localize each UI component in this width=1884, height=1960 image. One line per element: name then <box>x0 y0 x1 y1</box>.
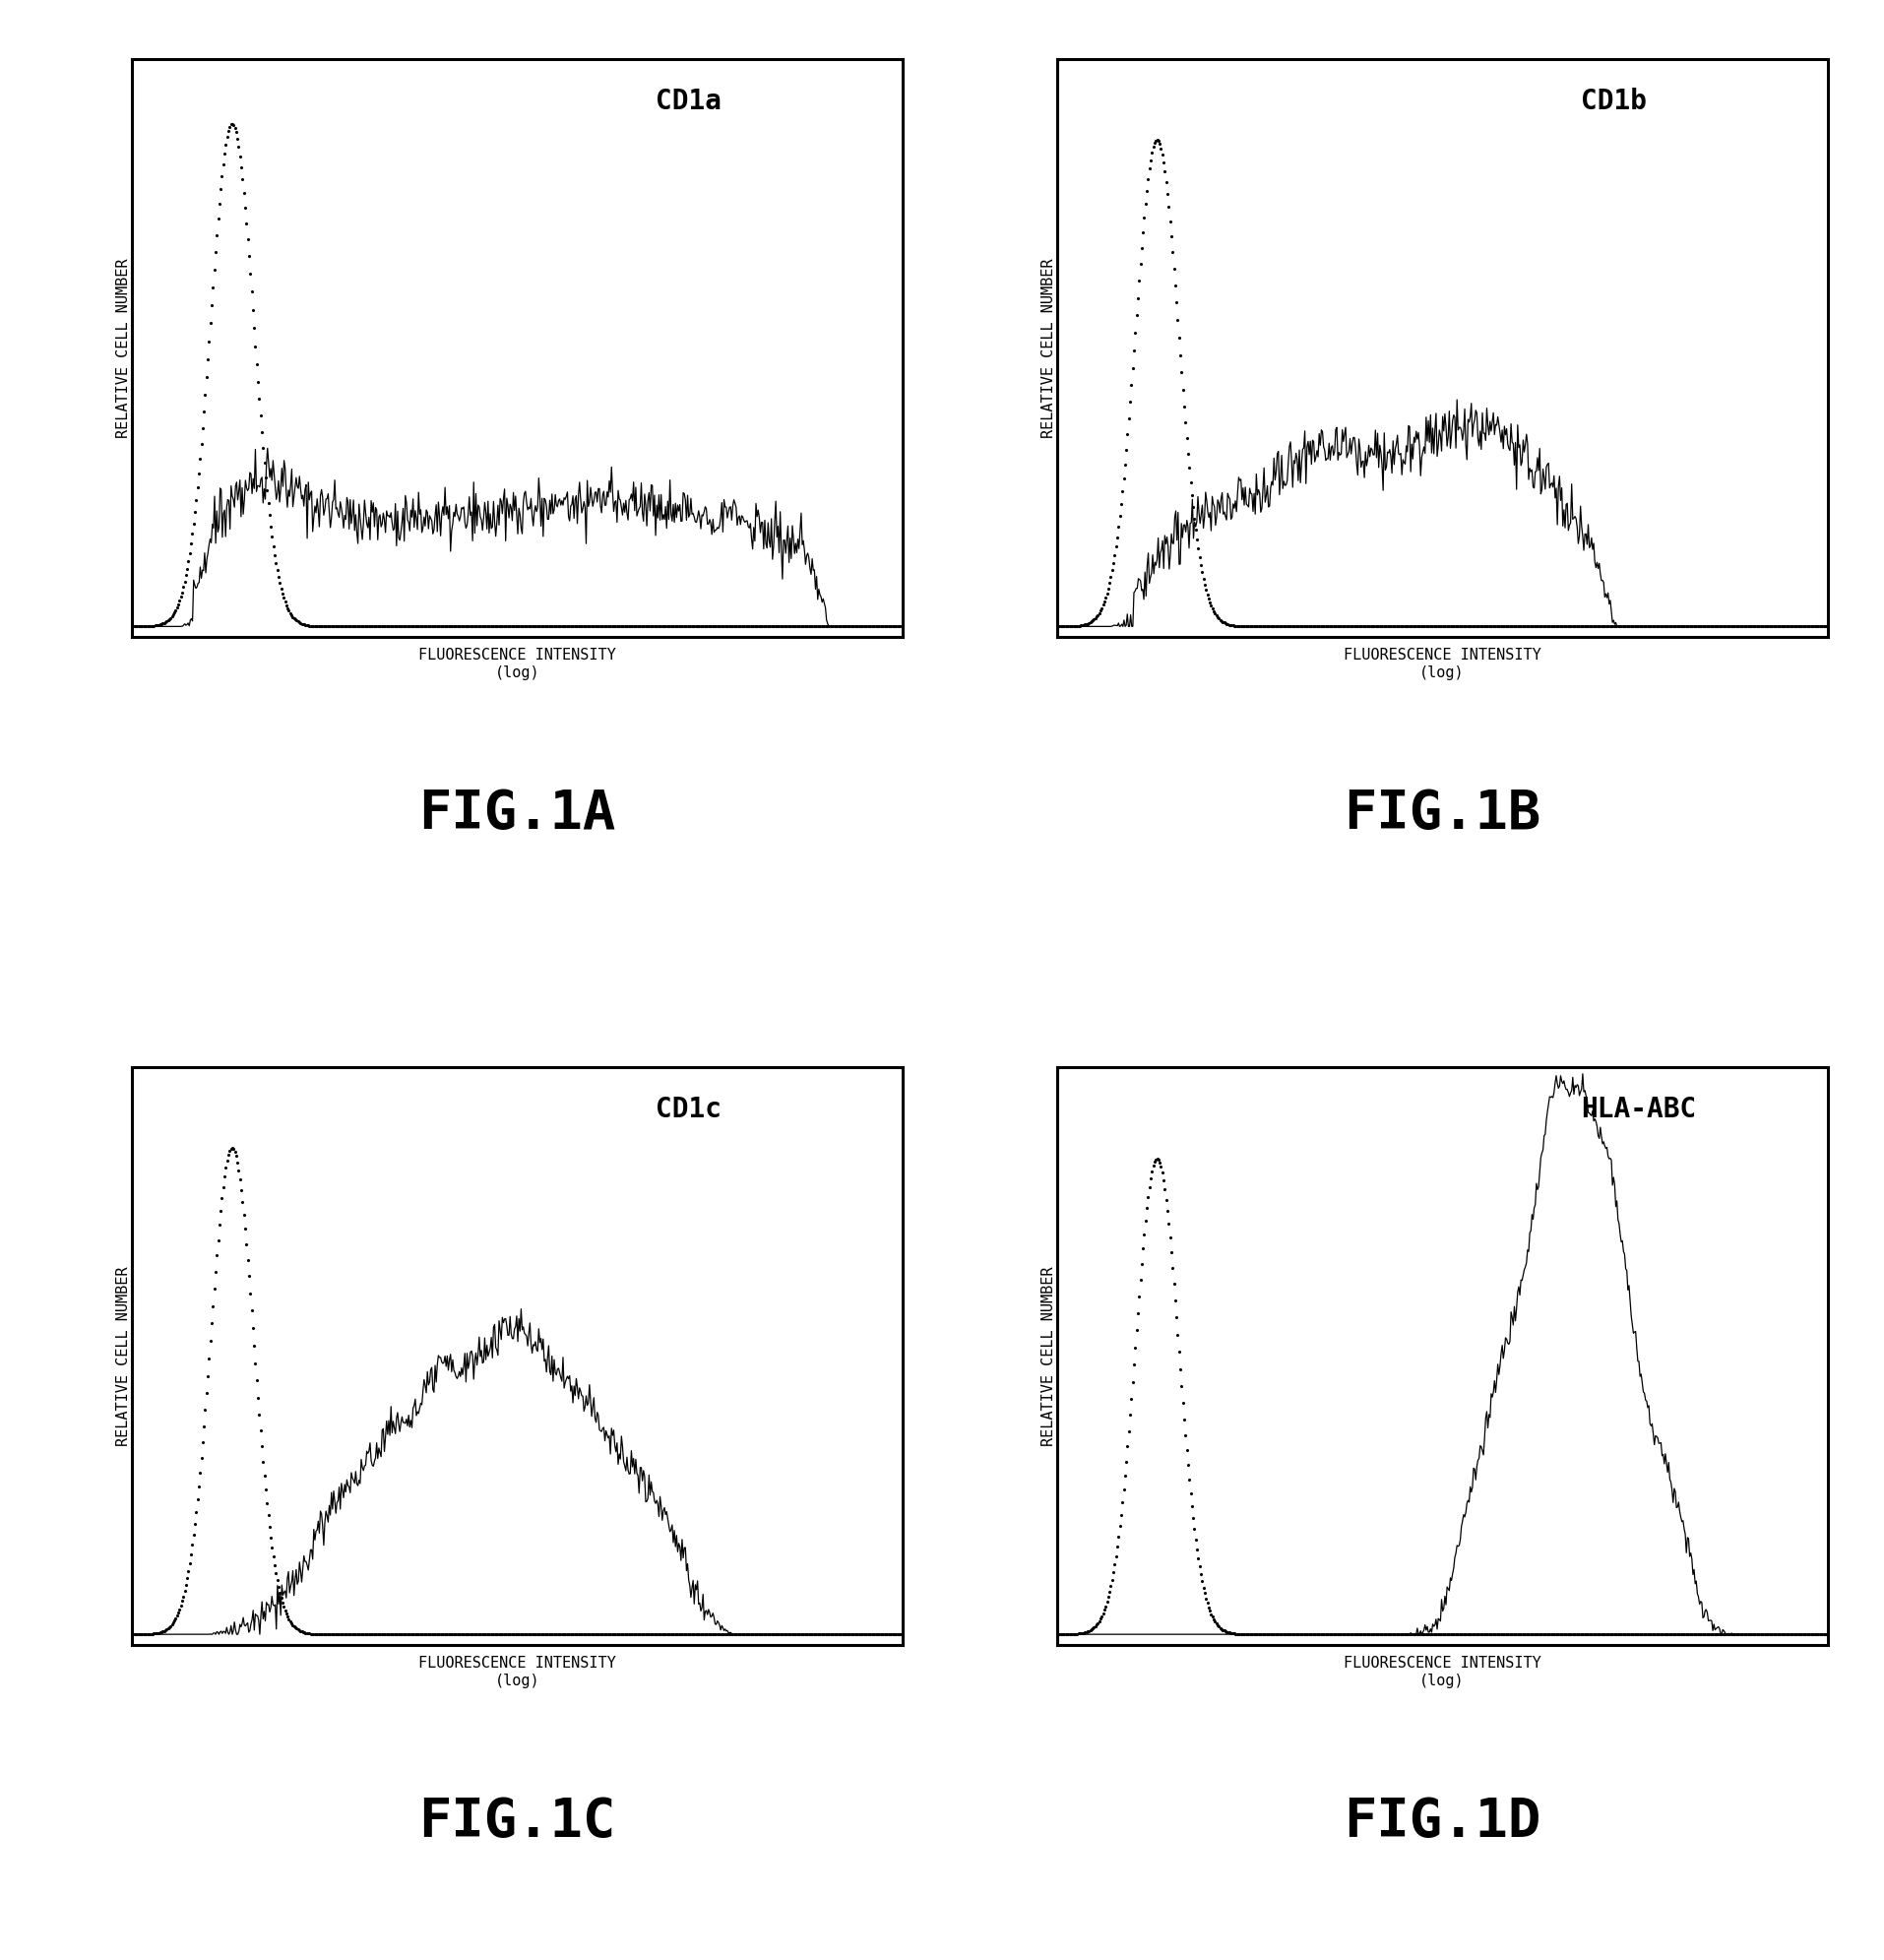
X-axis label: FLUORESCENCE INTENSITY
(log): FLUORESCENCE INTENSITY (log) <box>1343 1656 1541 1688</box>
Text: HLA-ABC: HLA-ABC <box>1581 1096 1696 1123</box>
Text: CD1c: CD1c <box>656 1096 722 1123</box>
Y-axis label: RELATIVE CELL NUMBER: RELATIVE CELL NUMBER <box>1042 259 1055 437</box>
Y-axis label: RELATIVE CELL NUMBER: RELATIVE CELL NUMBER <box>117 1266 132 1446</box>
Y-axis label: RELATIVE CELL NUMBER: RELATIVE CELL NUMBER <box>1042 1266 1055 1446</box>
Text: FIG.1D: FIG.1D <box>1343 1795 1541 1848</box>
X-axis label: FLUORESCENCE INTENSITY
(log): FLUORESCENCE INTENSITY (log) <box>418 649 616 680</box>
Text: CD1a: CD1a <box>656 88 722 116</box>
Y-axis label: RELATIVE CELL NUMBER: RELATIVE CELL NUMBER <box>117 259 132 437</box>
Text: CD1b: CD1b <box>1581 88 1647 116</box>
Text: FIG.1A: FIG.1A <box>418 788 616 839</box>
Text: FIG.1C: FIG.1C <box>418 1795 616 1848</box>
X-axis label: FLUORESCENCE INTENSITY
(log): FLUORESCENCE INTENSITY (log) <box>1343 649 1541 680</box>
Text: FIG.1B: FIG.1B <box>1343 788 1541 839</box>
X-axis label: FLUORESCENCE INTENSITY
(log): FLUORESCENCE INTENSITY (log) <box>418 1656 616 1688</box>
